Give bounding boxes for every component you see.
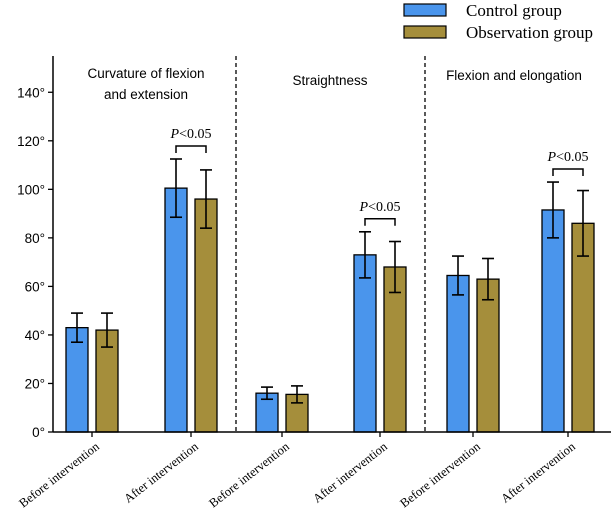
significance-label: P<0.05 bbox=[359, 200, 401, 215]
bar-observation-group bbox=[476, 278, 500, 433]
panel-title: Straightness bbox=[292, 73, 367, 88]
legend-swatch-control bbox=[403, 3, 447, 17]
y-tick-label: 20° bbox=[25, 376, 45, 391]
bar-control-group bbox=[353, 254, 377, 433]
significance-label: P<0.05 bbox=[547, 150, 589, 165]
chart-legend: Control group Observation group bbox=[403, 1, 593, 42]
y-tick-label: 60° bbox=[25, 279, 45, 294]
y-tick-label: 40° bbox=[25, 328, 45, 343]
panel-title: Flexion and elongation bbox=[446, 68, 582, 83]
y-tick-label: 80° bbox=[25, 231, 45, 246]
chart-error-bars bbox=[71, 145, 589, 404]
x-category-label: After intervention bbox=[121, 439, 201, 506]
legend-swatch-observation bbox=[403, 25, 447, 39]
x-category-label: Before intervention bbox=[16, 439, 102, 511]
panel-title: Curvature of flexion bbox=[87, 66, 204, 81]
chart-bars bbox=[65, 187, 595, 433]
significance-bracket bbox=[175, 145, 207, 153]
x-category-label: After intervention bbox=[310, 439, 390, 506]
legend-label: Observation group bbox=[466, 23, 593, 42]
bar-control-group bbox=[164, 187, 188, 433]
legend-label: Control group bbox=[466, 1, 562, 20]
y-tick-label: 100° bbox=[17, 182, 45, 197]
significance-label: P<0.05 bbox=[170, 127, 212, 142]
bar-control-group bbox=[446, 274, 470, 433]
panel-title: and extension bbox=[104, 87, 188, 102]
significance-bracket bbox=[552, 168, 584, 177]
significance-bracket bbox=[364, 218, 396, 226]
bar-control-group bbox=[541, 209, 565, 433]
x-category-label: Before intervention bbox=[206, 439, 292, 511]
chart-axes bbox=[48, 56, 611, 437]
chart-text: 0° 20° 40° 60° 80° 100° 120° 140° Curvature of f… bbox=[16, 66, 588, 510]
y-tick-label: 140° bbox=[17, 85, 45, 100]
y-tick-label: 0° bbox=[32, 425, 45, 440]
bar-control-group bbox=[65, 327, 89, 433]
x-category-label: Before intervention bbox=[397, 439, 483, 511]
x-category-label: After intervention bbox=[498, 439, 578, 506]
bar-observation-group bbox=[194, 198, 218, 433]
y-tick-label: 120° bbox=[17, 134, 45, 149]
